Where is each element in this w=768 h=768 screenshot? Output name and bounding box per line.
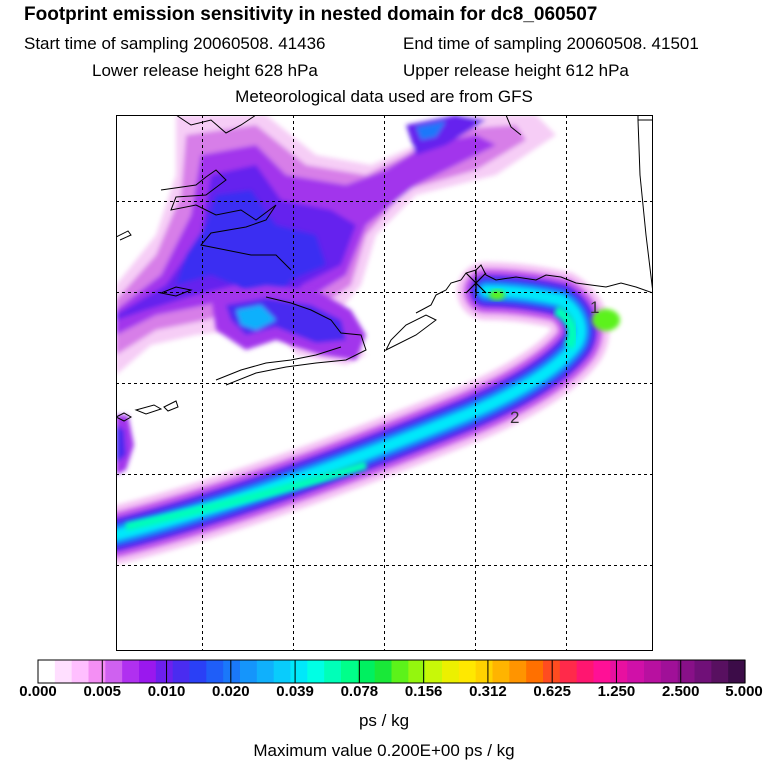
colorbar-swatch [627, 660, 645, 683]
colorbar-swatch [492, 660, 510, 683]
colorbar-swatch [122, 660, 140, 683]
colorbar-swatch [256, 660, 275, 683]
colorbar-swatch [223, 660, 241, 683]
end-time-label: End time of sampling 20060508. 41501 [403, 34, 699, 53]
colorbar-swatch [559, 660, 578, 683]
coastlines [116, 115, 653, 422]
colorbar-tick-label: 0.312 [469, 683, 507, 700]
colorbar-swatch [71, 660, 90, 683]
colorbar-swatch [526, 660, 544, 683]
colorbar-tick-label: 0.625 [533, 683, 571, 700]
colorbar [0, 655, 768, 730]
colorbar-swatch [240, 660, 258, 683]
colorbar-swatch [391, 660, 409, 683]
plume-main-band [116, 262, 620, 564]
colorbar-swatch [324, 660, 342, 683]
colorbar-swatch [374, 660, 393, 683]
colorbar-tick-label: 0.005 [83, 683, 122, 700]
colorbar-swatch [728, 660, 746, 683]
colorbar-swatches [37, 659, 746, 684]
colorbar-swatch [155, 660, 174, 683]
colorbar-swatch [475, 660, 494, 683]
plume-central-blob [211, 285, 366, 360]
colorbar-tick-label: 5.000 [725, 683, 763, 700]
map-title: Footprint emission sensitivity in nested… [24, 4, 598, 25]
graticule [116, 115, 653, 651]
colorbar-swatch [54, 660, 73, 683]
colorbar-swatch [290, 660, 308, 683]
colorbar-swatch [694, 660, 712, 683]
colorbar-swatch [408, 660, 426, 683]
asterisk-icon [465, 270, 487, 296]
colorbar-swatch [576, 660, 595, 683]
colorbar-tick-label: 1.250 [597, 683, 636, 700]
colorbar-frame [37, 659, 746, 684]
colorbar-tick-label: 0.156 [404, 683, 443, 700]
colorbar-tick-label: 2.500 [661, 683, 700, 700]
colorbar-tick-label: 0.039 [276, 683, 314, 700]
colorbar-swatch [139, 660, 157, 683]
map-frame [116, 115, 653, 651]
colorbar-swatch [644, 660, 662, 683]
start-time-label: Start time of sampling 20060508. 41436 [24, 34, 326, 53]
colorbar-swatch [307, 660, 325, 683]
colorbar-swatch [458, 660, 477, 683]
colorbar-swatch [341, 660, 359, 683]
colorbar-swatch [660, 660, 679, 683]
colorbar-swatch [88, 660, 106, 683]
map-canvas: 1 2 [116, 115, 653, 651]
colorbar-swatch [442, 660, 460, 683]
colorbar-tick-label: 0.020 [212, 683, 250, 700]
colorbar-swatch [273, 660, 292, 683]
sensitivity-field [116, 115, 620, 564]
colorbar-swatch [677, 660, 696, 683]
trajectory-marker-1: 1 [590, 298, 599, 317]
colorbar-tick-label: 0.010 [147, 683, 186, 700]
met-data-label: Meteorological data used are from GFS [235, 87, 533, 106]
colorbar-tick-label: 0.000 [19, 683, 57, 700]
colorbar-swatch [172, 660, 191, 683]
colorbar-swatch [357, 660, 376, 683]
plume-west-edge [116, 415, 134, 475]
colorbar-swatch [425, 660, 443, 683]
maximum-value-label: Maximum value 0.200E+00 ps / kg [253, 741, 515, 760]
colorbar-swatch [610, 660, 628, 683]
trajectory-marker-2: 2 [510, 408, 519, 427]
lower-release-label: Lower release height 628 hPa [92, 61, 318, 80]
colorbar-units: ps / kg [358, 711, 410, 730]
colorbar-swatch [711, 660, 729, 683]
colorbar-tick-label: 0.078 [340, 683, 379, 700]
colorbar-swatch [509, 660, 527, 683]
colorbar-swatch [206, 660, 224, 683]
colorbar-swatch [38, 660, 56, 683]
footprint-map: 1 2 [116, 115, 653, 651]
upper-release-label: Upper release height 612 hPa [403, 61, 629, 80]
colorbar-swatch [593, 660, 611, 683]
colorbar-swatch [189, 660, 207, 683]
colorbar-swatch [105, 660, 123, 683]
